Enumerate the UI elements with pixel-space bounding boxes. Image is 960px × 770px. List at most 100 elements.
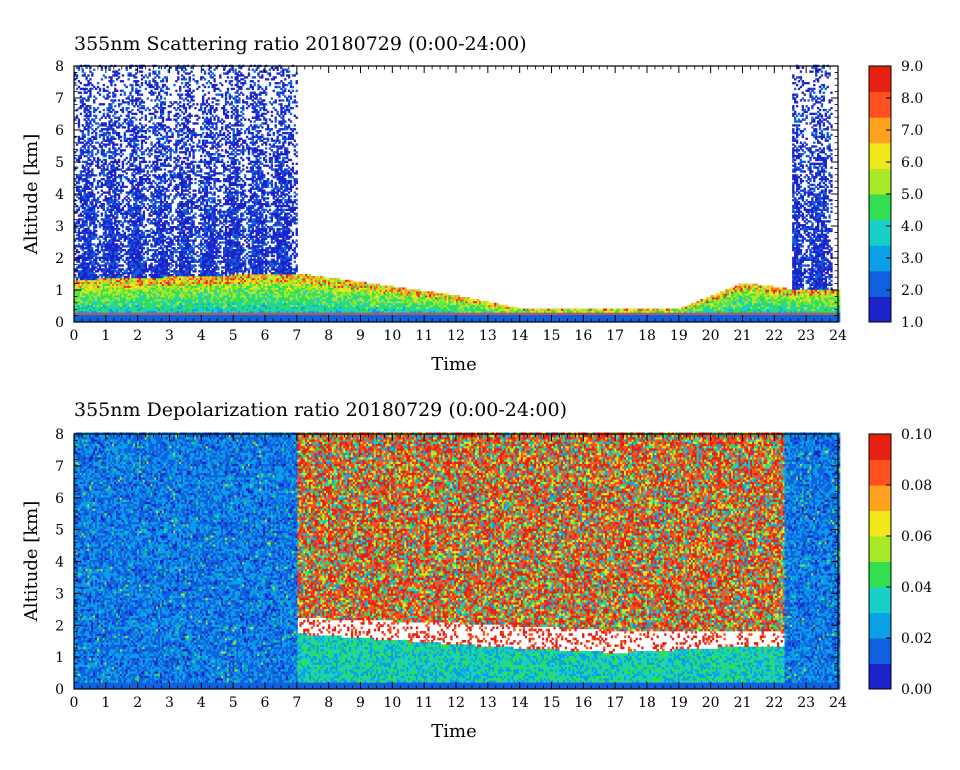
heatmap-cell (118, 76, 120, 78)
heatmap-cell (84, 72, 86, 74)
heatmap-cell (105, 159, 107, 161)
heatmap-cell (124, 149, 126, 151)
heatmap-cell (103, 149, 105, 151)
heatmap-cell (103, 103, 105, 105)
heatmap-cell (103, 203, 105, 205)
heatmap-cell (95, 174, 97, 176)
heatmap-cell (116, 111, 118, 113)
heatmap-cell (126, 157, 128, 159)
heatmap-cell (126, 86, 128, 88)
heatmap-cell (118, 132, 120, 134)
heatmap-cell (97, 214, 99, 216)
scattering-ratio-title: 355nm Scattering ratio 20180729 (0:00-24… (74, 33, 527, 55)
heatmap-cell (97, 191, 99, 193)
heatmap-cell (118, 99, 120, 101)
heatmap-cell (122, 190, 124, 192)
heatmap-cell (93, 69, 95, 71)
heatmap-cell (76, 74, 78, 76)
heatmap-cell (116, 143, 118, 145)
scattering-ratio-heatmap (74, 65, 840, 323)
heatmap-cell (99, 94, 101, 96)
heatmap-cell (122, 153, 124, 155)
heatmap-cell (99, 111, 101, 113)
heatmap-cell (103, 109, 105, 111)
heatmap-cell (122, 182, 124, 184)
heatmap-cell (91, 168, 93, 170)
heatmap-cell (80, 82, 82, 84)
heatmap-cell (97, 82, 99, 84)
heatmap-cell (126, 67, 128, 69)
scattering-ratio-plot: 0 1 2 3 4 5 6 7 8 9 10 11 12 13 14 15 16 17 18 19 20 21 22 23 24… (55, 59, 847, 344)
heatmap-cell (99, 88, 101, 90)
heatmap-cell (108, 92, 110, 94)
heatmap-cell (99, 239, 101, 241)
heatmap-cell (89, 111, 91, 113)
heatmap-cell (78, 118, 80, 120)
heatmap-cell (101, 213, 103, 215)
heatmap-cell (93, 178, 95, 180)
heatmap-cell (80, 92, 82, 94)
heatmap-cell (118, 228, 120, 230)
heatmap-cell (120, 136, 122, 138)
heatmap-cell (124, 126, 126, 128)
heatmap-cell (108, 95, 110, 97)
heatmap-cell (116, 90, 118, 92)
heatmap-cell (114, 105, 116, 107)
heatmap-cell (97, 149, 99, 151)
heatmap-cell (108, 132, 110, 134)
heatmap-cell (87, 74, 89, 76)
heatmap-cell (124, 92, 126, 94)
scattering-ratio-panel: 355nm Scattering ratio 20180729 (0:00-24… (21, 33, 923, 375)
heatmap-cell (122, 74, 124, 76)
heatmap-cell (76, 115, 78, 117)
heatmap-cell (91, 72, 93, 74)
heatmap-cell (95, 234, 97, 236)
heatmap-cell (91, 190, 93, 192)
heatmap-cell (95, 132, 97, 134)
heatmap-cell (95, 224, 97, 226)
heatmap-cell (106, 86, 108, 88)
heatmap-cell (95, 97, 97, 99)
heatmap-cell (84, 134, 86, 136)
heatmap-cell (120, 143, 122, 145)
heatmap-cell (122, 107, 124, 109)
heatmap-cell (122, 80, 124, 82)
heatmap-cell (93, 193, 95, 195)
heatmap-cell (124, 232, 126, 234)
heatmap-cell (93, 157, 95, 159)
heatmap-cell (95, 230, 97, 232)
heatmap-cell (126, 186, 128, 188)
heatmap-cell (101, 78, 103, 80)
heatmap-cell (89, 78, 91, 80)
heatmap-cell (95, 115, 97, 117)
heatmap-cell (122, 264, 124, 266)
heatmap-cell (120, 115, 122, 117)
heatmap-cell (103, 84, 105, 86)
heatmap-cell (120, 140, 122, 142)
heatmap-cell (101, 67, 103, 69)
heatmap-cell (105, 76, 107, 78)
heatmap-cell (78, 251, 80, 253)
heatmap-cell (108, 115, 110, 117)
heatmap-cell (118, 72, 120, 74)
heatmap-cell (118, 69, 120, 71)
heatmap-cell (114, 94, 116, 96)
heatmap-cell (89, 105, 91, 107)
heatmap-cell (97, 107, 99, 109)
heatmap-cell (118, 159, 120, 161)
heatmap-cell (105, 122, 107, 124)
heatmap-cell (103, 113, 105, 115)
heatmap-cell (91, 124, 93, 126)
heatmap-cell (108, 147, 110, 149)
heatmap-cell (112, 80, 114, 82)
heatmap-cell (114, 138, 116, 140)
heatmap-cell (97, 211, 99, 213)
heatmap-cell (114, 84, 116, 86)
heatmap-cell (118, 165, 120, 167)
heatmap-cell (114, 99, 116, 101)
heatmap-cell (126, 172, 128, 174)
heatmap-cell (120, 94, 122, 96)
heatmap-cell (80, 113, 82, 115)
heatmap-cell (110, 118, 112, 120)
